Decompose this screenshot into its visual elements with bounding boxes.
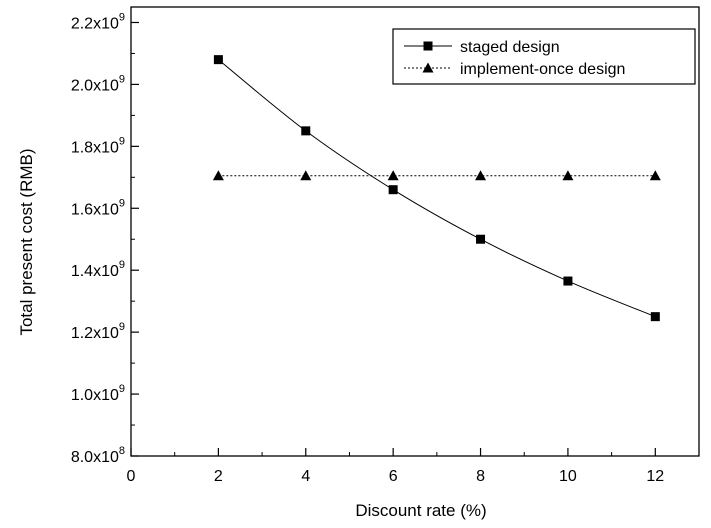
x-axis-title: Discount rate (%) — [355, 501, 486, 520]
data-point — [650, 312, 660, 322]
legend-box — [392, 28, 696, 85]
series-line — [218, 59, 656, 318]
legend-label: staged design — [460, 39, 560, 56]
data-point — [387, 170, 399, 181]
x-tick-label: 6 — [389, 468, 398, 485]
x-axis-ticks: 0 2 4 6 8 10 12 — [127, 448, 664, 485]
y-tick-label: 1.0x109 — [71, 383, 125, 404]
data-point — [388, 185, 398, 195]
y-tick-label: 2.2x109 — [71, 11, 125, 32]
data-point — [475, 170, 487, 181]
y-tick-label: 1.8x109 — [71, 135, 125, 156]
y-axis-title: Total present cost (RMB) — [17, 148, 36, 335]
data-point — [649, 170, 661, 181]
y-axis-ticks: 8.0x108 1.0x109 1.2x109 1.4x109 1.6x109 1.8x1… — [71, 11, 139, 466]
series-layer — [212, 55, 661, 322]
data-point — [212, 170, 224, 181]
plot-border — [130, 6, 700, 457]
data-point — [562, 170, 574, 181]
legend-marker — [422, 62, 434, 73]
x-tick-label: 10 — [559, 468, 577, 485]
x-tick-label: 2 — [214, 468, 223, 485]
data-point — [213, 55, 223, 65]
legend-label: implement-once design — [460, 61, 625, 78]
data-point — [563, 276, 573, 286]
x-tick-label: 12 — [646, 468, 664, 485]
legend-marker — [423, 41, 433, 51]
y-tick-label: 2.0x109 — [71, 73, 125, 94]
y-tick-label: 1.6x109 — [71, 197, 125, 218]
data-point — [300, 170, 312, 181]
x-tick-label: 4 — [301, 468, 310, 485]
x-tick-label: 8 — [476, 468, 485, 485]
y-tick-label: 1.2x109 — [71, 321, 125, 342]
series-staged-design — [213, 55, 660, 322]
x-tick-label: 0 — [127, 468, 136, 485]
legend: staged design implement-once design — [392, 28, 696, 85]
plot-frame — [130, 6, 700, 457]
series-implement-once-design — [212, 170, 661, 181]
data-point — [476, 234, 486, 244]
y-tick-label: 1.4x109 — [71, 259, 125, 280]
y-tick-label: 8.0x108 — [71, 445, 125, 466]
data-point — [301, 126, 311, 136]
